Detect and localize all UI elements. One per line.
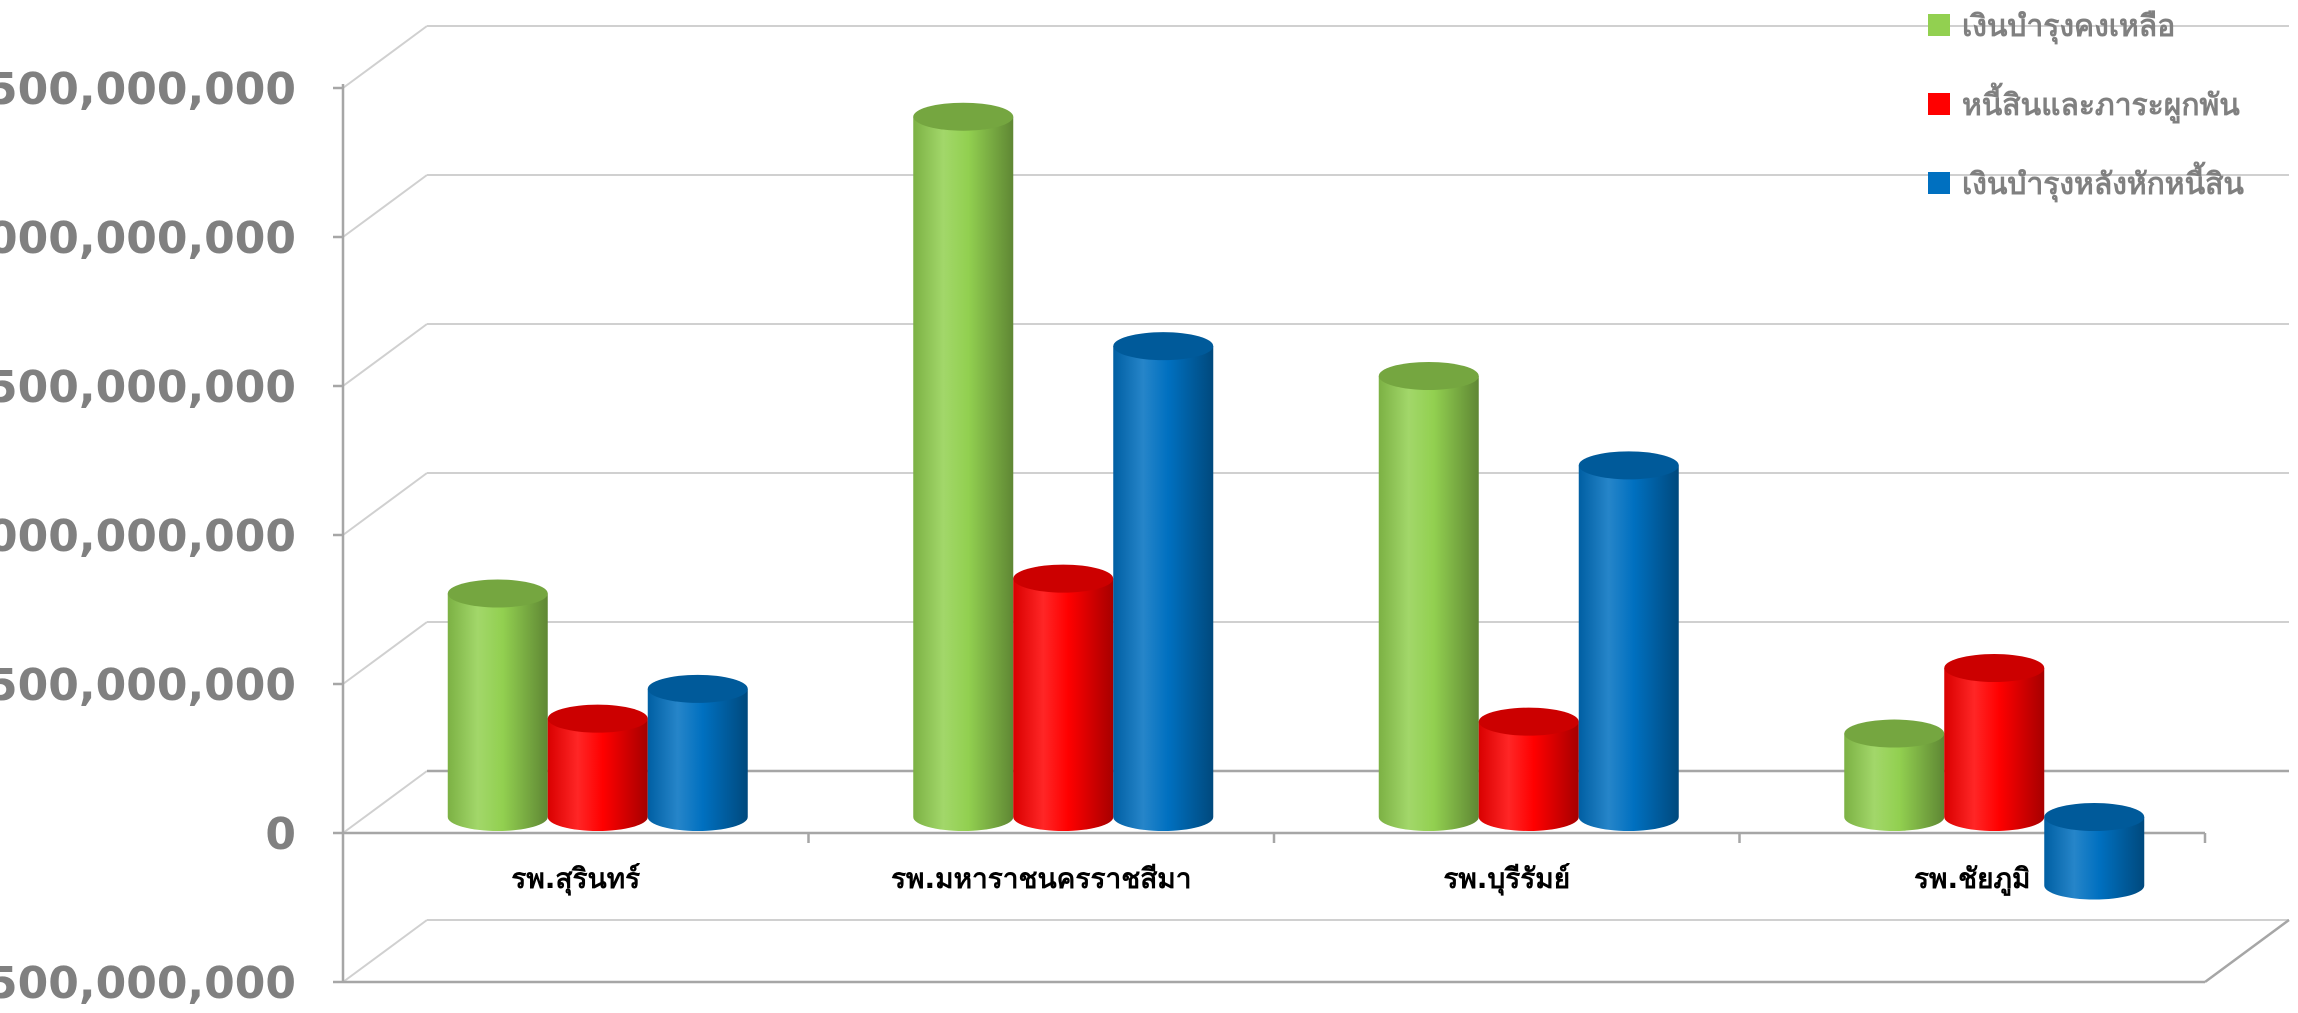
legend-swatch: [1928, 172, 1950, 194]
bar-1-1: [1013, 578, 1114, 832]
legend-swatch: [1928, 93, 1950, 115]
bar-cap-1-0: [913, 102, 1014, 131]
y-tick-label: 500,000,000: [0, 660, 296, 711]
y-tick-label: 1,500,000,000: [0, 362, 296, 413]
floor-side-edge: [2204, 918, 2290, 984]
grid-layer: [333, 25, 2290, 984]
gridline-depth: [342, 472, 428, 536]
bar-cap-2-0: [1378, 361, 1479, 390]
bar-3-1: [1944, 668, 2045, 832]
bar-1-0: [913, 116, 1014, 832]
gridline-depth: [342, 770, 428, 834]
gridline-depth: [342, 621, 428, 685]
bar-2-2: [1578, 465, 1679, 832]
y-tick-label: 0: [265, 809, 296, 860]
bar-0-0: [447, 593, 548, 832]
bar-cap-0-1: [547, 704, 648, 733]
y-tick-label: 2,500,000,000: [0, 64, 296, 115]
bar-cap-0-2: [647, 674, 748, 703]
x-tick-label: รพ.สุรินทร์: [511, 862, 640, 896]
x-tick-label: รพ.บุรีรัมย์: [1443, 862, 1570, 896]
legend-label: เงินบำรุงหลังหักหนี้สิน: [1962, 161, 2244, 203]
bar-0-2: [647, 688, 748, 832]
gridline-depth: [342, 25, 428, 89]
x-tick-label: รพ.มหาราชนครราชสีมา: [891, 862, 1191, 895]
bar-cap-1-2: [1113, 332, 1214, 361]
bar-cap-3-0: [1844, 719, 1945, 748]
bar-cap-0-0: [447, 579, 548, 608]
bar-cap-3-1: [1944, 654, 2045, 682]
legend-label: หนี้สินและภาระผูกพัน: [1962, 82, 2240, 124]
y-tick-label: -500,000,000: [0, 958, 296, 1008]
text-layer: รพ.สุรินทร์ รพ.มหาราชนครราชสีมา รพ.บุรีรัม…: [0, 9, 2244, 1009]
bar-cap-3-2: [2044, 803, 2145, 831]
bar-cap-1-1: [1013, 564, 1114, 593]
bar-cap-2-1: [1478, 707, 1579, 736]
gridline-depth: [342, 174, 428, 238]
y-tick-label: 2,000,000,000: [0, 213, 296, 264]
bar-cap-2-2: [1578, 451, 1679, 480]
bar-layer: [447, 102, 2145, 900]
x-tick-label: รพ.ชัยภูมิ: [1914, 862, 2030, 896]
bar-0-1: [547, 718, 648, 832]
legend-swatch: [1928, 14, 1950, 36]
y-tick-label: 1,000,000,000: [0, 511, 296, 562]
gridline-depth: [342, 919, 428, 983]
bar-3-0: [1844, 733, 1945, 832]
bar-1-2: [1113, 346, 1214, 832]
bar-2-0: [1378, 375, 1479, 832]
gridline-depth: [342, 323, 428, 387]
bar-3-2: [2044, 817, 2145, 900]
legend-label: เงินบำรุงคงเหลือ: [1962, 9, 2175, 45]
bar-2-1: [1478, 721, 1579, 832]
